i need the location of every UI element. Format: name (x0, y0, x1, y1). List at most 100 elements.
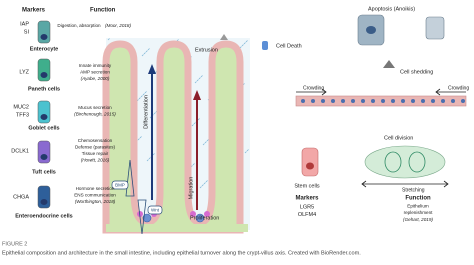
function: Epithelium (407, 204, 429, 209)
arrow-head (148, 64, 156, 74)
reference: (Moor, 2018) (105, 23, 132, 28)
function: Digestion, absorption (57, 23, 101, 28)
crowding-arrow (296, 88, 327, 96)
function: Hormone secretion (76, 186, 115, 191)
crypt-cell (204, 211, 210, 217)
mucus-dot (147, 48, 150, 51)
nucleus (321, 99, 325, 103)
nucleus (391, 99, 395, 103)
mucus-dot (192, 163, 195, 166)
function: Defense (parasites) (75, 145, 116, 150)
mucus-dot (198, 77, 201, 80)
cell-type: Tuft cells (32, 169, 56, 175)
label: Cell division (384, 135, 413, 141)
label: Markers (295, 196, 319, 202)
marker: MUC2 (13, 104, 29, 110)
nucleus (431, 99, 435, 103)
nucleus (351, 99, 355, 103)
mucus-dot (144, 91, 147, 94)
bmp-gradient (125, 159, 135, 197)
bmp-box (111, 180, 129, 190)
marker: OLFM4 (298, 212, 316, 218)
spindle (384, 151, 402, 173)
mucus-dot (245, 40, 248, 43)
mucus-dot (145, 50, 148, 53)
wnt-box (147, 205, 163, 215)
function: Innate immunity (79, 63, 112, 68)
nucleus (451, 99, 455, 103)
crypt-cell (195, 213, 205, 223)
label: Cell shedding (400, 69, 433, 75)
mucus-dot (148, 157, 151, 160)
nucleus (341, 99, 345, 103)
submucosa (106, 224, 248, 232)
cell-type: Goblet cells (28, 125, 59, 131)
label: Extrusion (195, 47, 218, 53)
nucleus (301, 99, 305, 103)
crypt-cell (190, 211, 196, 217)
mucus-dot (199, 186, 202, 189)
marker: CHGA (13, 194, 29, 200)
label: Differentiation (143, 95, 149, 129)
nucleus (461, 99, 465, 103)
mucus-dot (205, 180, 208, 183)
reference: (Ayabe, 2000) (81, 76, 110, 81)
mucus-dot (194, 81, 197, 84)
reference: (Gehart, 2019) (403, 217, 433, 222)
crowding-arrow (435, 88, 466, 96)
nucleus (40, 199, 48, 205)
mucus-dot (142, 93, 145, 96)
function: Chemosensation (78, 138, 113, 143)
label: Stretching (402, 187, 425, 193)
nucleus (441, 99, 445, 103)
label: Crowding (303, 85, 324, 91)
marker: IAP (20, 21, 29, 27)
reference: (Howitt, 2016) (81, 158, 110, 163)
mucus-dot (241, 44, 244, 47)
crypt-cell (142, 213, 152, 223)
label: Function (405, 196, 431, 202)
marker: SI (24, 29, 30, 35)
mucus-dot (107, 38, 110, 41)
nucleus (40, 114, 48, 120)
label: Markers (22, 8, 46, 14)
reference: (Birchenough, 2015) (74, 112, 116, 117)
mucus-dot (140, 95, 143, 98)
arrow-head (193, 90, 201, 100)
nucleus (411, 99, 415, 103)
shedding-cell (383, 60, 395, 68)
mucus-dot (153, 112, 156, 115)
mucus-dot (197, 118, 200, 121)
wnt-gradient (137, 199, 147, 235)
label: Apoptosis (Anoikis) (368, 6, 415, 12)
nucleus (366, 26, 376, 34)
nucleus (381, 99, 385, 103)
nucleus (421, 99, 425, 103)
function: replenishment (404, 210, 434, 215)
marker: TFF3 (16, 112, 29, 118)
marker: DCLK1 (11, 148, 29, 154)
mucus-dot (196, 79, 199, 82)
caption: Epithelial composition and architecture … (2, 250, 361, 256)
mucus-dot (191, 124, 194, 127)
label: Proliferation (190, 215, 219, 221)
nucleus (306, 162, 314, 170)
label: Migration (188, 177, 194, 200)
label: Wnt (151, 208, 160, 213)
nucleus (40, 72, 48, 78)
nucleus (401, 99, 405, 103)
marker: LGR5 (300, 204, 314, 210)
function: ENS communication (74, 193, 116, 198)
mucus-dot (246, 149, 249, 152)
cell-type: Enteroendocrine cells (15, 213, 72, 219)
function: AMP secretion (80, 70, 110, 75)
spindle (408, 151, 426, 173)
mucus-dot (152, 153, 155, 156)
apoptotic-cell (425, 16, 445, 40)
dying-cell (262, 41, 268, 50)
label: Stem cells (294, 183, 320, 189)
mucus-dot (200, 75, 203, 78)
nucleus (371, 99, 375, 103)
function: Mucus secretion (78, 105, 112, 110)
